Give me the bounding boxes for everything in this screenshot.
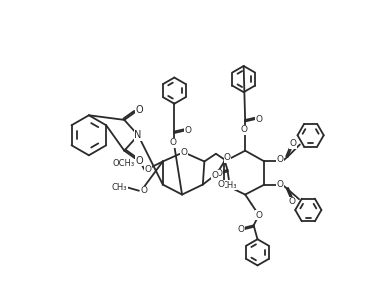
Text: CH₃: CH₃ [221,181,237,190]
Text: CH₃: CH₃ [112,183,128,192]
Text: O: O [290,139,296,148]
Text: O: O [289,197,296,206]
Text: O: O [255,115,262,124]
Text: O: O [135,156,143,166]
Text: O: O [135,105,143,115]
Text: O: O [276,155,283,164]
Text: OCH₃: OCH₃ [112,159,134,168]
Text: O: O [218,180,225,189]
Text: O: O [145,166,152,174]
Text: N: N [134,130,142,140]
Text: O: O [255,211,262,220]
Text: O: O [237,225,244,234]
Text: O: O [240,125,247,134]
Text: O: O [185,126,192,135]
Text: O: O [169,139,176,147]
Text: O: O [180,148,187,157]
Text: O: O [216,169,223,178]
Text: O: O [276,180,283,189]
Text: O: O [224,153,231,162]
Text: O: O [212,171,219,180]
Text: O: O [140,186,147,195]
